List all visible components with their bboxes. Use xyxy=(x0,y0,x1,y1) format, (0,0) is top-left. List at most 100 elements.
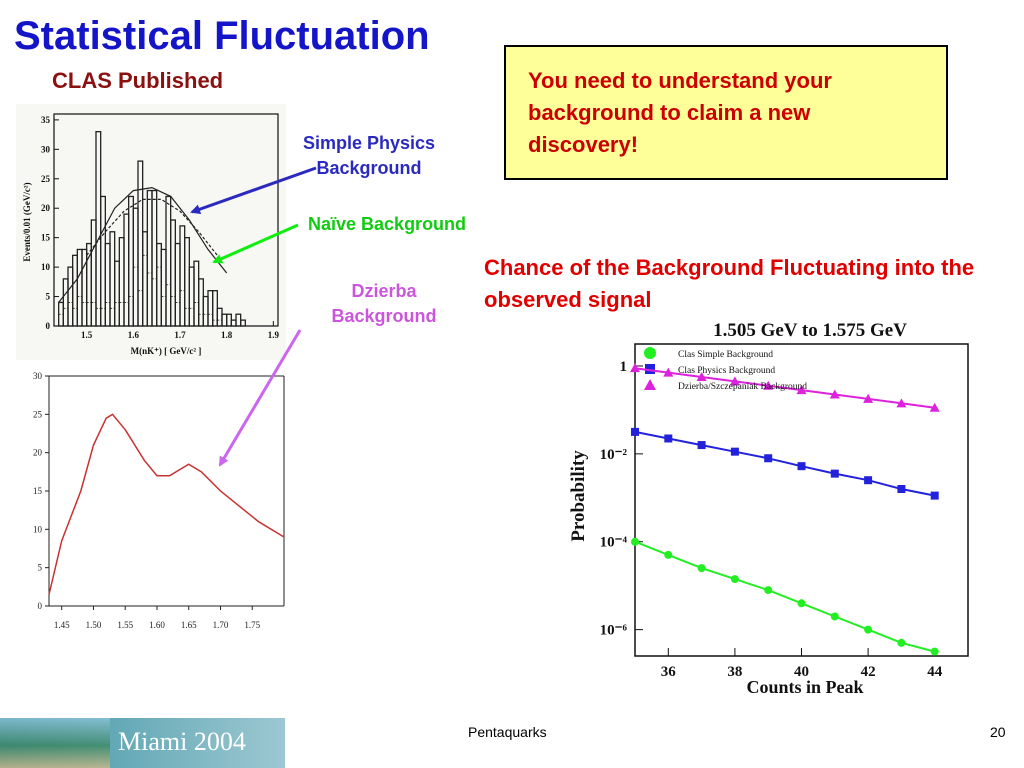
prob-point-square xyxy=(664,434,673,443)
curve-y-tick-label: 15 xyxy=(33,486,43,496)
prob-point-square xyxy=(631,427,639,436)
hist-x-axis-label: M(nK⁺) [ GeV/c² ] xyxy=(131,346,202,356)
hist-bar-secondary xyxy=(188,307,195,327)
curve-y-tick-label: 5 xyxy=(38,563,43,573)
hist-bar-secondary xyxy=(95,307,102,327)
hist-bar-secondary xyxy=(198,313,204,327)
prob-x-axis-label: Counts in Peak xyxy=(746,677,863,697)
hist-y-tick-label: 35 xyxy=(41,115,51,125)
hist-bar-secondary xyxy=(216,319,223,327)
prob-x-tick-label: 36 xyxy=(661,664,677,680)
hist-y-tick-label: 20 xyxy=(41,203,51,213)
hist-y-tick-label: 15 xyxy=(41,233,51,243)
prob-chart-title: 1.505 GeV to 1.575 GeV xyxy=(713,320,907,341)
hist-y-tick-label: 25 xyxy=(41,174,51,184)
hist-bar-secondary xyxy=(142,254,148,327)
prob-point-triangle xyxy=(863,393,874,403)
prob-x-tick-label: 44 xyxy=(927,664,943,680)
curve-x-tick-label: 1.65 xyxy=(181,620,197,630)
curve-y-tick-label: 25 xyxy=(33,409,43,419)
prob-y-tick-label: 10⁻⁴ xyxy=(600,535,628,551)
arrow-naive xyxy=(212,223,299,264)
label-dzierba-line2: Background xyxy=(331,306,437,326)
hist-bar-secondary xyxy=(62,307,69,327)
prob-point-square xyxy=(797,462,806,471)
arrow-simple-physics xyxy=(190,166,317,215)
footer-center-text: Pentaquarks xyxy=(468,724,547,740)
legend-marker-square xyxy=(645,364,655,374)
prob-point-triangle xyxy=(829,389,840,399)
label-dzierba: Dzierba Background xyxy=(310,279,458,329)
prob-point-circle xyxy=(764,586,773,595)
prob-point-square xyxy=(697,441,706,450)
prob-series-line xyxy=(634,430,935,497)
prob-point-triangle xyxy=(796,385,807,395)
legend-marker-triangle xyxy=(644,379,656,390)
prob-y-tick-label: 10⁻⁶ xyxy=(600,623,628,639)
prob-series-line xyxy=(634,540,935,653)
arrow-dzierba xyxy=(218,329,302,467)
curve-x-tick-label: 1.55 xyxy=(117,620,133,630)
hist-y-tick-label: 0 xyxy=(46,321,51,331)
curve-line xyxy=(48,413,285,595)
prob-series-line xyxy=(634,367,935,409)
prob-point-triangle xyxy=(929,402,940,412)
legend-entry: Clas Simple Background xyxy=(678,350,773,360)
curve-y-tick-label: 10 xyxy=(33,524,43,534)
prob-point-circle xyxy=(830,612,839,621)
prob-y-tick-label: 10⁻² xyxy=(600,447,628,463)
prob-point-triangle xyxy=(663,367,674,377)
hist-fit-curve xyxy=(58,186,228,303)
prob-x-tick-label: 42 xyxy=(861,664,876,680)
hist-bar-secondary xyxy=(137,290,144,327)
hist-bar-secondary xyxy=(109,307,116,327)
curve-x-tick-label: 1.60 xyxy=(149,620,165,630)
hist-x-tick-label: 1.6 xyxy=(128,330,140,340)
hist-bar-secondary xyxy=(72,307,78,327)
histogram-chart: 0 5 10 15 20 25 30 35 1.5 1.6 1.7 1.8 1.9 M(nK⁺) [ Ge… xyxy=(22,113,280,356)
prob-point-circle xyxy=(897,638,906,647)
hist-y-tick-label: 30 xyxy=(41,144,51,154)
curve-y-tick-label: 30 xyxy=(33,371,43,381)
curve-x-tick-label: 1.70 xyxy=(213,620,229,630)
legend-entry: Clas Physics Background xyxy=(678,366,775,376)
prob-point-circle xyxy=(797,599,806,608)
curve-x-tick-label: 1.75 xyxy=(244,620,260,630)
prob-point-square xyxy=(764,454,773,463)
prob-point-square xyxy=(830,469,839,478)
hist-bar-secondary xyxy=(146,272,153,327)
label-simple-physics: Simple Physics Background xyxy=(286,131,452,181)
prob-point-triangle xyxy=(630,363,640,373)
prob-point-square xyxy=(730,447,739,456)
hist-x-tick-label: 1.9 xyxy=(268,330,280,340)
hist-bar-secondary xyxy=(165,284,172,327)
hist-bar xyxy=(240,319,246,327)
hist-bar-secondary xyxy=(76,296,83,327)
hist-y-tick-label: 5 xyxy=(46,292,51,302)
legend-marker-circle xyxy=(644,347,656,359)
footer-banner: Miami 2004 xyxy=(0,718,285,768)
curve-x-tick-label: 1.45 xyxy=(54,620,70,630)
page-number: 20 xyxy=(990,724,1006,740)
prob-point-circle xyxy=(930,647,939,656)
hist-y-axis-label: Events/0.01 (GeV/c²) xyxy=(22,182,32,261)
callout-text: You need to understand your background t… xyxy=(528,68,832,157)
hist-bar-secondary xyxy=(184,307,190,327)
hist-x-tick-label: 1.7 xyxy=(174,330,186,340)
callout-box: You need to understand your background t… xyxy=(504,45,948,180)
prob-point-triangle xyxy=(729,376,740,386)
hist-y-tick-label: 10 xyxy=(41,262,51,272)
prob-x-tick-label: 40 xyxy=(794,664,809,680)
hist-bar-secondary xyxy=(128,296,134,327)
curve-x-tick-label: 1.50 xyxy=(86,620,102,630)
prob-point-triangle xyxy=(763,380,774,390)
prob-y-axis-label: Probability xyxy=(568,450,589,542)
chance-text: Chance of the Background Fluctuating int… xyxy=(484,255,975,312)
banner-title: Miami 2004 xyxy=(118,727,246,756)
legend-entry: Dzierba/Szczepaniak Background xyxy=(678,382,807,392)
label-simple-physics-line1: Simple Physics xyxy=(302,133,436,153)
curve-y-tick-label: 0 xyxy=(38,601,43,611)
label-dzierba-line1: Dzierba xyxy=(351,281,417,301)
prob-point-circle xyxy=(664,550,673,559)
